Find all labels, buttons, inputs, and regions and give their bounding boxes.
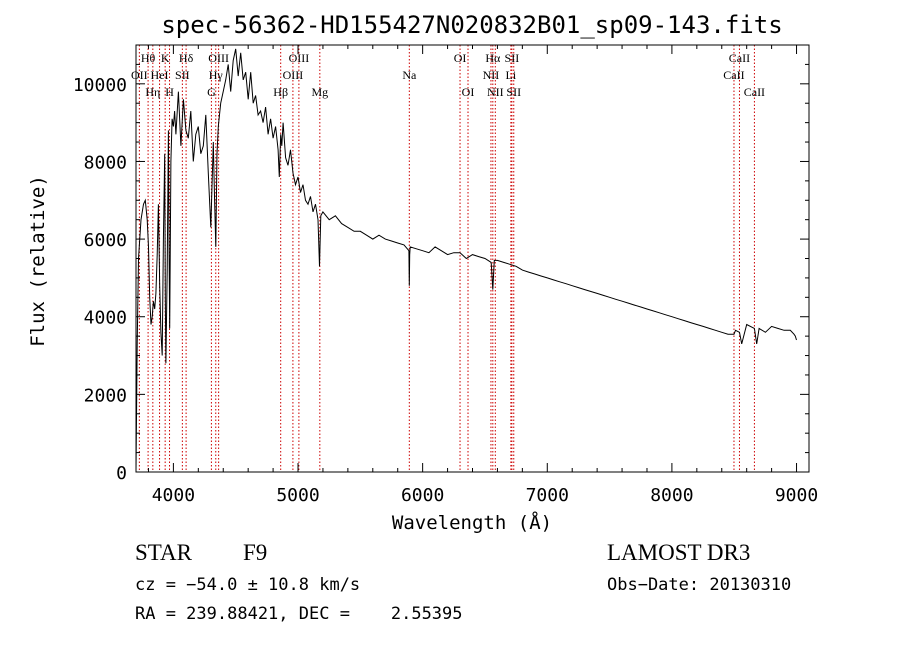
line-marker-label: HeI <box>151 68 169 82</box>
x-tick-label: 4000 <box>152 485 195 506</box>
line-marker-label: CaII <box>744 85 765 99</box>
x-axis-label: Wavelength (Å) <box>392 511 552 534</box>
x-tick-label: 6000 <box>401 485 444 506</box>
x-axis-ticks: 4000 5000 6000 7000 8000 9000 <box>147 45 818 506</box>
coordinates: RA = 239.88421, DEC = 2.55395 <box>135 604 463 624</box>
x-tick-label: 7000 <box>526 485 569 506</box>
y-tick-label: 2000 <box>84 385 127 406</box>
spectral-line-markers <box>138 45 755 472</box>
line-marker-label: Hη <box>145 85 160 99</box>
line-marker-label: OIII <box>208 51 229 65</box>
plot-frame <box>135 44 810 473</box>
line-marker-label: Hα <box>485 51 501 65</box>
line-marker-label: OI <box>454 51 467 65</box>
y-axis-label: Flux (relative) <box>27 175 49 347</box>
line-marker-label: Li <box>506 68 517 82</box>
spectral-subclass: F9 <box>243 540 267 565</box>
y-axis-ticks: 0 2000 4000 6000 8000 10000 <box>73 63 809 484</box>
chart-title: spec-56362-HD155427N020832B01_sp09-143.f… <box>161 11 782 39</box>
line-marker-label: SII <box>505 51 520 65</box>
y-tick-label: 8000 <box>84 152 127 173</box>
line-marker-label: OI <box>462 85 475 99</box>
line-marker-label: Hδ <box>179 51 194 65</box>
line-marker-label: K <box>161 51 170 65</box>
line-marker-label: Na <box>402 68 417 82</box>
line-marker-label: H <box>165 85 174 99</box>
line-marker-label: Hβ <box>273 85 288 99</box>
y-tick-label: 4000 <box>84 308 127 329</box>
redshift-cz: cz = −54.0 ± 10.8 km/s <box>135 575 360 595</box>
y-tick-label: 6000 <box>84 230 127 251</box>
line-marker-label: NII <box>487 85 504 99</box>
line-marker-label: OIII <box>289 51 310 65</box>
line-marker-label: SII <box>506 85 521 99</box>
line-marker-label: NII <box>483 68 500 82</box>
y-tick-label: 10000 <box>73 75 127 96</box>
line-marker-label: G <box>207 85 216 99</box>
x-tick-label: 5000 <box>276 485 319 506</box>
spectrum-line <box>135 48 797 473</box>
object-class: STAR <box>135 540 193 565</box>
line-marker-label: Mg <box>311 85 328 99</box>
x-tick-label: 9000 <box>775 485 818 506</box>
line-marker-label: Hγ <box>209 68 224 82</box>
line-marker-label: Hθ <box>141 51 156 65</box>
line-marker-label: OII <box>131 68 148 82</box>
line-marker-label: SII <box>175 68 190 82</box>
line-marker-label: CaII <box>723 68 744 82</box>
y-tick-label: 0 <box>116 463 127 484</box>
x-tick-label: 8000 <box>650 485 693 506</box>
survey-name: LAMOST DR3 <box>607 540 750 565</box>
line-marker-label: OIII <box>283 68 304 82</box>
observation-date: Obs−Date: 20130310 <box>607 575 791 595</box>
line-marker-label: CaII <box>729 51 750 65</box>
